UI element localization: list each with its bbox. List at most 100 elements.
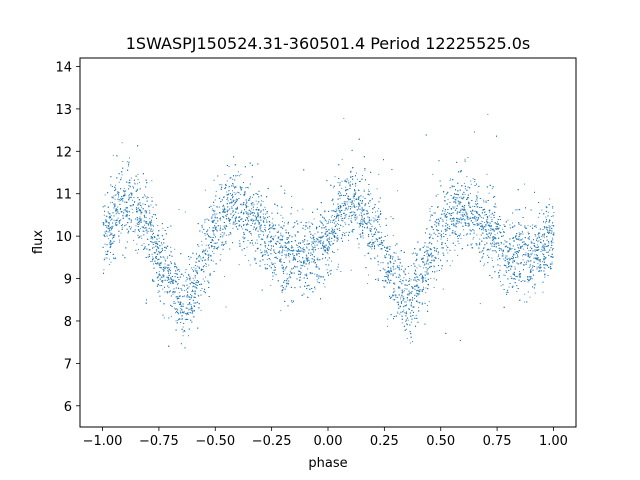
data-point: [323, 283, 325, 285]
data-point: [175, 320, 177, 322]
data-point: [221, 243, 223, 245]
data-point: [338, 217, 340, 219]
data-point: [197, 272, 199, 274]
data-point: [484, 211, 486, 213]
data-point: [505, 265, 507, 267]
data-point: [132, 185, 134, 187]
data-point: [280, 261, 282, 263]
data-point: [375, 211, 376, 213]
data-point: [135, 207, 137, 209]
data-point: [507, 289, 509, 291]
data-point: [291, 302, 293, 303]
data-point: [451, 260, 453, 262]
data-point: [243, 234, 245, 236]
data-point: [169, 267, 171, 269]
data-point: [319, 220, 321, 222]
data-point: [195, 267, 197, 269]
data-point: [223, 234, 225, 236]
data-point: [497, 221, 498, 223]
data-point: [359, 224, 361, 226]
data-point: [233, 185, 234, 187]
data-point: [201, 231, 203, 233]
data-point: [409, 299, 411, 301]
data-point: [116, 212, 118, 214]
data-point: [213, 231, 214, 233]
data-point: [358, 204, 360, 206]
data-point: [192, 309, 194, 311]
data-point: [460, 214, 462, 216]
data-point: [252, 214, 254, 216]
data-point: [537, 259, 539, 261]
data-point: [424, 245, 426, 247]
data-point: [229, 223, 231, 225]
data-point: [198, 245, 200, 247]
data-point: [439, 217, 441, 219]
data-point: [540, 235, 542, 237]
data-point: [133, 197, 135, 198]
data-point: [488, 192, 490, 194]
data-point: [345, 223, 347, 225]
data-point: [361, 201, 363, 203]
data-point: [358, 208, 359, 210]
data-point: [135, 225, 137, 227]
data-point: [399, 313, 401, 315]
data-point: [552, 206, 554, 207]
data-point: [131, 208, 133, 210]
data-point: [158, 250, 160, 252]
data-point: [110, 215, 112, 217]
data-point: [260, 226, 262, 228]
data-point: [472, 238, 474, 240]
data-point: [539, 266, 541, 268]
data-point: [402, 280, 404, 282]
data-point: [288, 233, 290, 235]
data-point: [526, 261, 527, 263]
data-point: [330, 230, 332, 232]
data-point: [211, 218, 213, 219]
data-point: [503, 224, 505, 226]
data-point: [198, 260, 200, 262]
data-point: [263, 231, 265, 233]
data-point: [177, 301, 179, 303]
data-point: [546, 206, 548, 208]
data-point: [259, 225, 261, 227]
data-point: [544, 250, 546, 251]
plot-area: [102, 113, 555, 349]
data-point: [196, 265, 198, 267]
data-point: [270, 240, 272, 241]
data-point: [362, 211, 364, 213]
data-point: [472, 209, 474, 211]
data-point: [190, 304, 192, 306]
data-point: [404, 301, 406, 303]
data-point: [486, 173, 488, 175]
data-point: [126, 216, 128, 218]
data-point: [363, 189, 365, 191]
data-point: [468, 225, 470, 227]
data-point: [538, 240, 540, 242]
data-point: [146, 196, 148, 198]
data-point: [299, 279, 301, 281]
data-point: [204, 234, 206, 236]
data-point: [209, 227, 210, 229]
data-point: [231, 200, 233, 202]
data-point: [547, 211, 549, 213]
data-point: [478, 222, 480, 224]
data-point: [398, 265, 400, 267]
data-point: [181, 305, 183, 307]
data-point: [492, 237, 494, 239]
data-point: [410, 265, 412, 267]
data-point: [284, 222, 285, 224]
data-point: [316, 258, 318, 260]
data-point: [364, 255, 366, 257]
data-point: [481, 216, 482, 218]
data-point: [503, 232, 505, 233]
data-point: [229, 221, 230, 222]
data-point: [510, 275, 512, 277]
data-point: [105, 221, 106, 223]
data-point: [271, 238, 273, 240]
data-point: [336, 269, 338, 270]
data-point: [438, 230, 439, 231]
data-point: [549, 230, 551, 231]
data-point: [186, 314, 188, 316]
data-point: [134, 231, 136, 233]
data-point: [545, 216, 547, 218]
